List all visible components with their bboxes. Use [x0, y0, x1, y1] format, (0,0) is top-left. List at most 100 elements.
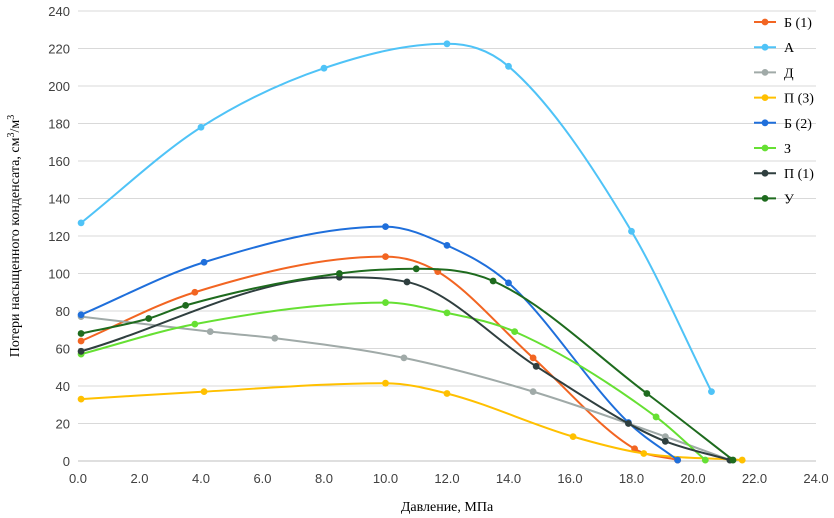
data-point: [145, 315, 153, 322]
data-point: [625, 420, 632, 427]
legend-item: Б (1): [754, 16, 812, 31]
legend-label: П (1): [784, 167, 814, 182]
legend-marker: [761, 169, 769, 177]
data-point: [708, 388, 715, 396]
series-line: [80, 42, 713, 393]
x-tick-label: 4.0: [192, 471, 210, 486]
legend: Б (1) АД П (3) Б (2) З П (1) У: [754, 16, 814, 207]
x-tick-label: 22.0: [742, 471, 767, 486]
y-tick-label: 160: [48, 154, 70, 169]
data-point: [197, 123, 205, 131]
y-tick-label: 220: [48, 42, 70, 57]
series-4: [77, 379, 746, 464]
data-point: [77, 347, 85, 355]
series-3: [77, 313, 734, 464]
data-point: [652, 413, 660, 421]
x-tick-labels: 0.0 2.0 4.0 6.0 8.0 10.0 12.0 14.0 16.0 18.0 20.0 2…: [69, 471, 829, 486]
data-point: [403, 278, 411, 286]
y-tick-labels: 0 20 40 60 80 100 120 140 160 180 200 220 240: [48, 4, 70, 469]
data-point: [206, 328, 214, 336]
y-axis-title-mid: /м: [8, 120, 23, 133]
grid-lines: [78, 10, 816, 424]
x-tick-label: 12.0: [434, 471, 459, 486]
y-tick-label: 140: [48, 192, 70, 207]
series-group: [77, 40, 746, 464]
data-point: [643, 390, 651, 397]
legend-marker: [761, 144, 769, 152]
x-tick-label: 2.0: [130, 471, 148, 486]
data-point: [382, 379, 389, 387]
y-tick-label: 40: [56, 379, 70, 394]
data-point: [738, 456, 746, 464]
data-point: [443, 241, 451, 249]
data-point: [191, 320, 199, 328]
legend-item: У: [754, 192, 794, 207]
data-point: [443, 40, 451, 48]
series-6: [77, 299, 709, 464]
series-line: [80, 382, 744, 462]
y-axis-title-sup2: 3: [6, 115, 17, 120]
data-point: [505, 62, 512, 70]
series-line: [80, 301, 707, 462]
data-point: [532, 362, 540, 370]
legend-item: П (1): [754, 167, 814, 182]
x-tick-label: 0.0: [69, 471, 87, 486]
legend-marker: [761, 195, 769, 202]
data-point: [382, 253, 389, 261]
data-point: [631, 445, 638, 453]
legend-label: З: [784, 142, 791, 157]
data-point: [200, 258, 208, 266]
series-1: [77, 253, 682, 464]
y-tick-label: 180: [48, 117, 70, 132]
legend-marker: [761, 69, 769, 76]
x-tick-label: 14.0: [496, 471, 521, 486]
x-tick-label: 6.0: [253, 471, 271, 486]
legend-label: П (3): [784, 92, 814, 107]
data-point: [511, 328, 519, 336]
data-point: [443, 390, 451, 397]
series-line: [80, 255, 679, 462]
data-point: [569, 433, 577, 441]
legend-item: Б (2): [754, 117, 812, 132]
legend-marker: [761, 18, 769, 26]
legend-label: Б (2): [784, 117, 812, 132]
data-point: [400, 354, 408, 362]
data-point: [674, 456, 682, 464]
data-point: [382, 223, 389, 231]
data-point: [489, 277, 497, 285]
x-axis-title: Давление, МПа: [401, 500, 494, 515]
legend-item: П (3): [754, 92, 814, 107]
legend-label: А: [784, 41, 795, 56]
data-point: [729, 456, 737, 464]
data-point: [182, 301, 190, 309]
y-tick-label: 240: [48, 4, 70, 19]
series-line: [80, 267, 734, 462]
x-tick-label: 10.0: [373, 471, 398, 486]
legend-label: Б (1): [784, 16, 812, 31]
y-axis-title: Потери насыщенного конденсата, см3/м3: [6, 115, 24, 357]
legend-item: Д: [754, 66, 794, 81]
x-tick-label: 8.0: [315, 471, 333, 486]
data-point: [271, 334, 279, 342]
series-line: [80, 315, 731, 462]
y-tick-label: 120: [48, 229, 70, 244]
legend-marker: [761, 43, 769, 51]
data-point: [701, 456, 709, 464]
data-point: [529, 388, 537, 396]
data-point: [412, 265, 420, 273]
data-point: [335, 270, 343, 277]
data-point: [640, 450, 648, 457]
data-point: [382, 299, 389, 306]
y-tick-label: 200: [48, 79, 70, 94]
y-axis-title-sup1: 3: [6, 133, 17, 138]
legend-marker: [761, 94, 769, 101]
data-point: [661, 433, 669, 441]
data-point: [628, 227, 635, 235]
x-tick-label: 16.0: [557, 471, 582, 486]
series-line: [80, 225, 679, 462]
data-point: [320, 64, 328, 72]
x-tick-label: 24.0: [803, 471, 828, 486]
data-point: [505, 279, 512, 287]
series-7: [77, 273, 734, 464]
